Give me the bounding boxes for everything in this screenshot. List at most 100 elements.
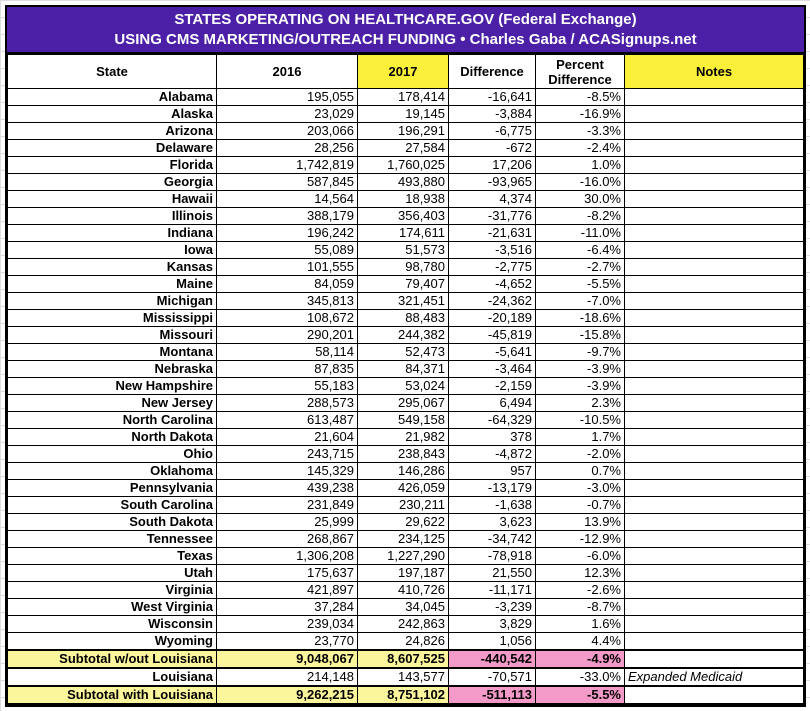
cell-difference[interactable]: -3,516 [448, 241, 536, 259]
cell-difference[interactable]: 6,494 [448, 394, 536, 412]
cell-difference[interactable]: 378 [448, 428, 536, 446]
cell-state[interactable]: Alabama [7, 88, 217, 106]
cell-state[interactable]: Mississippi [7, 309, 217, 327]
cell-notes[interactable] [624, 394, 804, 412]
cell-value-2017[interactable]: 178,414 [357, 88, 449, 106]
cell-difference[interactable]: 957 [448, 462, 536, 480]
cell-percent-difference[interactable]: -6.0% [535, 547, 625, 565]
cell-notes[interactable] [624, 360, 804, 378]
cell-notes[interactable] [624, 173, 804, 191]
cell-percent-difference[interactable]: -5.5% [535, 275, 625, 293]
cell-value-2016[interactable]: 175,637 [216, 564, 358, 582]
cell-state[interactable]: Pennsylvania [7, 479, 217, 497]
cell-value-2017[interactable]: 21,982 [357, 428, 449, 446]
cell-value-2016[interactable]: 145,329 [216, 462, 358, 480]
cell-percent-difference[interactable]: -0.7% [535, 496, 625, 514]
cell-value-2017[interactable]: 321,451 [357, 292, 449, 310]
header-2016[interactable]: 2016 [216, 54, 358, 89]
cell-percent-difference[interactable]: -16.9% [535, 105, 625, 123]
cell-value-2017[interactable]: 34,045 [357, 598, 449, 616]
cell-value-2016[interactable]: 196,242 [216, 224, 358, 242]
cell-value-2016[interactable]: 55,183 [216, 377, 358, 395]
cell-value-2016[interactable]: 345,813 [216, 292, 358, 310]
cell-notes[interactable] [624, 547, 804, 565]
cell-value-2017[interactable]: 1,760,025 [357, 156, 449, 174]
cell-value-2017[interactable]: 174,611 [357, 224, 449, 242]
cell-percent-difference[interactable]: -6.4% [535, 241, 625, 259]
cell-state[interactable]: Wisconsin [7, 615, 217, 633]
cell-percent-difference[interactable]: -2.7% [535, 258, 625, 276]
cell-value-2017[interactable]: 88,483 [357, 309, 449, 327]
cell-percent-difference[interactable]: -3.9% [535, 377, 625, 395]
cell-percent-difference[interactable]: -8.2% [535, 207, 625, 225]
cell-state[interactable]: West Virginia [7, 598, 217, 616]
cell-state[interactable]: Nebraska [7, 360, 217, 378]
cell-notes[interactable] [624, 275, 804, 293]
cell-notes[interactable] [624, 258, 804, 276]
cell-state[interactable]: Delaware [7, 139, 217, 157]
cell-difference[interactable]: 21,550 [448, 564, 536, 582]
cell-notes[interactable] [624, 632, 804, 651]
cell-value-2016[interactable]: 21,604 [216, 428, 358, 446]
cell-notes[interactable] [624, 479, 804, 497]
cell-percent-difference[interactable]: 13.9% [535, 513, 625, 531]
cell-state[interactable]: Subtotal w/out Louisiana [7, 649, 217, 669]
cell-value-2016[interactable]: 421,897 [216, 581, 358, 599]
cell-value-2017[interactable]: 356,403 [357, 207, 449, 225]
cell-state[interactable]: Tennessee [7, 530, 217, 548]
cell-notes[interactable] [624, 309, 804, 327]
cell-state[interactable]: Indiana [7, 224, 217, 242]
cell-value-2016[interactable]: 108,672 [216, 309, 358, 327]
cell-state[interactable]: Michigan [7, 292, 217, 310]
cell-notes[interactable] [624, 326, 804, 344]
header-state[interactable]: State [7, 54, 217, 89]
cell-state[interactable]: Arizona [7, 122, 217, 140]
cell-difference[interactable]: -21,631 [448, 224, 536, 242]
cell-value-2016[interactable]: 613,487 [216, 411, 358, 429]
header-difference[interactable]: Difference [448, 54, 536, 89]
cell-value-2016[interactable]: 37,284 [216, 598, 358, 616]
cell-percent-difference[interactable]: -11.0% [535, 224, 625, 242]
cell-value-2016[interactable]: 87,835 [216, 360, 358, 378]
header-notes[interactable]: Notes [624, 54, 804, 89]
cell-value-2016[interactable]: 214,148 [216, 667, 358, 687]
cell-state[interactable]: Wyoming [7, 632, 217, 651]
cell-value-2017[interactable]: 197,187 [357, 564, 449, 582]
cell-value-2017[interactable]: 84,371 [357, 360, 449, 378]
cell-value-2016[interactable]: 439,238 [216, 479, 358, 497]
cell-state[interactable]: Ohio [7, 445, 217, 463]
cell-state[interactable]: Iowa [7, 241, 217, 259]
cell-percent-difference[interactable]: -2.0% [535, 445, 625, 463]
cell-difference[interactable]: -20,189 [448, 309, 536, 327]
cell-value-2017[interactable]: 79,407 [357, 275, 449, 293]
cell-value-2016[interactable]: 203,066 [216, 122, 358, 140]
cell-notes[interactable] [624, 122, 804, 140]
cell-value-2016[interactable]: 14,564 [216, 190, 358, 208]
cell-percent-difference[interactable]: 1.0% [535, 156, 625, 174]
cell-percent-difference[interactable]: -8.5% [535, 88, 625, 106]
cell-percent-difference[interactable]: 1.7% [535, 428, 625, 446]
cell-value-2017[interactable]: 295,067 [357, 394, 449, 412]
cell-state[interactable]: Hawaii [7, 190, 217, 208]
cell-notes[interactable] [624, 530, 804, 548]
cell-state[interactable]: North Dakota [7, 428, 217, 446]
cell-value-2017[interactable]: 1,227,290 [357, 547, 449, 565]
cell-value-2016[interactable]: 388,179 [216, 207, 358, 225]
header-2017[interactable]: 2017 [357, 54, 449, 89]
cell-value-2016[interactable]: 1,306,208 [216, 547, 358, 565]
cell-percent-difference[interactable]: -15.8% [535, 326, 625, 344]
cell-value-2016[interactable]: 23,770 [216, 632, 358, 651]
cell-difference[interactable]: -511,113 [448, 685, 536, 705]
cell-notes[interactable]: Expanded Medicaid [624, 667, 804, 687]
cell-difference[interactable]: -4,872 [448, 445, 536, 463]
cell-value-2016[interactable]: 268,867 [216, 530, 358, 548]
cell-value-2017[interactable]: 410,726 [357, 581, 449, 599]
cell-state[interactable]: Texas [7, 547, 217, 565]
cell-difference[interactable]: -5,641 [448, 343, 536, 361]
cell-difference[interactable]: -3,884 [448, 105, 536, 123]
cell-percent-difference[interactable]: -16.0% [535, 173, 625, 191]
cell-difference[interactable]: 3,829 [448, 615, 536, 633]
cell-value-2016[interactable]: 587,845 [216, 173, 358, 191]
cell-percent-difference[interactable]: -4.9% [535, 649, 625, 669]
cell-notes[interactable] [624, 685, 804, 705]
